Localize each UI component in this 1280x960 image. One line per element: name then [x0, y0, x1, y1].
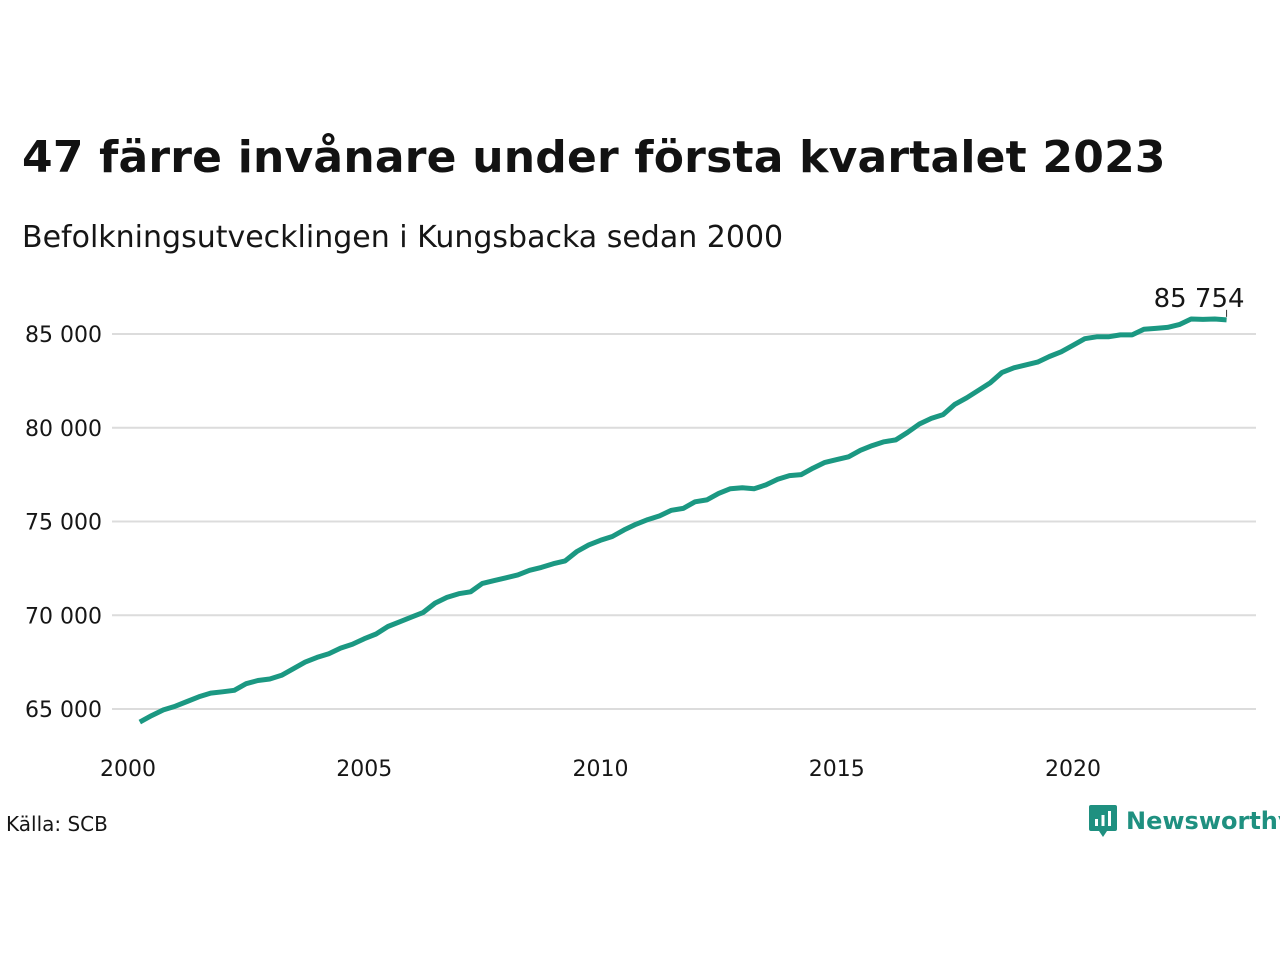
grid-lines: [112, 333, 1256, 710]
end-annotation: 85 754: [1154, 284, 1245, 317]
chart-title: 47 färre invånare under första kvartalet…: [22, 132, 1166, 183]
chart-subtitle: Befolkningsutvecklingen i Kungsbacka sed…: [22, 220, 784, 255]
y-tick-label: 65 000: [25, 698, 102, 723]
y-tick-label: 80 000: [25, 417, 102, 442]
y-axis-tick-labels: 65 000 70 000 75 000 80 000 85 000: [25, 323, 102, 723]
x-tick-label: 2010: [573, 757, 629, 782]
source-note: Källa: SCB: [6, 812, 108, 836]
y-tick-label: 85 000: [25, 323, 102, 348]
x-tick-label: 2020: [1045, 757, 1101, 782]
y-tick-label: 75 000: [25, 511, 102, 536]
x-axis-tick-labels: 2000 2005 2010 2015 2020: [100, 757, 1101, 782]
y-tick-label: 70 000: [25, 604, 102, 629]
brand-logo[interactable]: Newsworthy: [1088, 804, 1280, 838]
bar-chart-speech-bubble-icon: [1089, 805, 1117, 837]
x-tick-label: 2005: [336, 757, 392, 782]
end-value-label: 85 754: [1154, 284, 1245, 314]
x-tick-label: 2000: [100, 757, 156, 782]
series-line: [138, 316, 1227, 725]
brand-name: Newsworthy: [1126, 807, 1280, 835]
x-tick-label: 2015: [809, 757, 865, 782]
series-layer: [138, 316, 1227, 725]
